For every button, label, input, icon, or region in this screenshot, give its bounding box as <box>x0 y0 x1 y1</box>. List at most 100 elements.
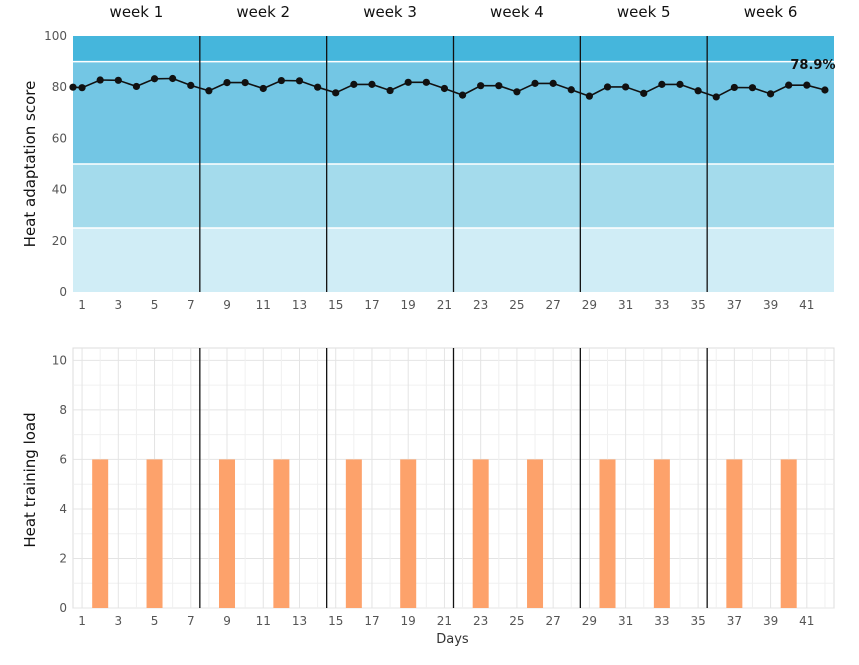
bottom-x-tick-label: 1 <box>78 614 86 628</box>
score-point <box>205 87 213 95</box>
load-bar <box>146 459 163 608</box>
top-x-tick-label: 1 <box>78 298 86 312</box>
top-y-tick-label: 60 <box>52 131 67 145</box>
score-point <box>748 84 757 92</box>
score-point <box>585 92 593 100</box>
load-bar <box>653 459 670 608</box>
week-label: week 5 <box>617 3 671 21</box>
top-x-tick-label: 39 <box>763 298 778 312</box>
top-x-tick-label: 29 <box>582 298 597 312</box>
load-bar <box>472 459 489 608</box>
score-point <box>440 84 449 93</box>
week-label: week 1 <box>110 3 164 21</box>
top-x-tick-label: 21 <box>437 298 452 312</box>
score-point <box>150 75 159 83</box>
bottom-x-tick-label: 31 <box>618 614 633 628</box>
load-bar <box>92 459 109 608</box>
score-point <box>350 80 358 88</box>
bottom-x-tick-label: 37 <box>727 614 742 628</box>
score-point <box>259 84 267 93</box>
score-point <box>368 80 376 88</box>
score-point <box>603 83 612 91</box>
top-x-tick-label: 5 <box>151 298 159 312</box>
score-point <box>458 91 467 99</box>
load-bar <box>599 459 616 608</box>
top-x-tick-label: 37 <box>727 298 742 312</box>
top-y-tick-label: 40 <box>52 183 67 197</box>
bottom-x-tick-label: 5 <box>151 614 159 628</box>
bottom-y-tick-label: 10 <box>52 353 67 367</box>
load-bar <box>726 459 743 608</box>
score-point <box>332 89 340 97</box>
top-y-tick-label: 20 <box>52 234 67 248</box>
top-x-tick-label: 3 <box>114 298 122 312</box>
score-point <box>730 83 738 92</box>
bottom-x-tick-label: 13 <box>292 614 307 628</box>
load-bar <box>527 459 544 608</box>
score-point <box>241 78 249 87</box>
top-x-tick-label: 33 <box>654 298 669 312</box>
score-point <box>694 87 702 95</box>
score-point <box>549 79 557 87</box>
week-label: week 4 <box>490 3 544 21</box>
load-bar <box>273 459 290 608</box>
score-point <box>676 80 684 88</box>
bottom-x-tick-label: 17 <box>364 614 379 628</box>
score-point <box>495 82 503 90</box>
top-x-tick-label: 27 <box>546 298 561 312</box>
score-point <box>132 82 141 91</box>
week-label: week 2 <box>236 3 290 21</box>
score-point <box>114 76 122 84</box>
score-point <box>187 81 195 90</box>
bottom-x-tick-label: 25 <box>509 614 524 628</box>
top-x-tick-label: 9 <box>223 298 231 312</box>
bottom-x-axis-label: Days <box>436 632 469 647</box>
bottom-x-tick-label: 9 <box>223 614 231 628</box>
bottom-x-tick-label: 23 <box>473 614 488 628</box>
bottom-x-tick-label: 7 <box>187 614 195 628</box>
top-y-tick-label: 0 <box>59 285 67 299</box>
bottom-x-tick-label: 19 <box>401 614 416 628</box>
top-y-tick-label: 100 <box>44 29 67 43</box>
top-x-tick-label: 23 <box>473 298 488 312</box>
bottom-y-tick-label: 6 <box>59 452 67 466</box>
current-score-label: 78.9% <box>790 58 835 73</box>
top-x-tick-label: 41 <box>799 298 814 312</box>
top-y-tick-label: 80 <box>52 80 67 94</box>
top-x-tick-label: 17 <box>364 298 379 312</box>
score-point <box>531 79 539 87</box>
score-point <box>277 76 285 85</box>
score-point <box>78 84 86 92</box>
top-x-tick-label: 25 <box>509 298 524 312</box>
load-bar <box>219 459 236 608</box>
bottom-y-axis-label: Heat training load <box>21 412 39 547</box>
bottom-x-tick-label: 41 <box>799 614 814 628</box>
score-point <box>477 82 485 90</box>
score-point <box>766 90 775 98</box>
top-x-tick-label: 7 <box>187 298 195 312</box>
score-point <box>404 78 412 86</box>
bottom-y-tick-label: 4 <box>59 502 67 516</box>
score-point <box>803 81 811 89</box>
top-x-tick-label: 31 <box>618 298 633 312</box>
bottom-x-tick-label: 35 <box>690 614 705 628</box>
load-bar <box>345 459 362 608</box>
top-y-axis-label: Heat adaptation score <box>21 81 39 248</box>
top-x-tick-label: 13 <box>292 298 307 312</box>
week-label: week 3 <box>363 3 417 21</box>
bottom-x-tick-label: 27 <box>546 614 561 628</box>
score-point <box>513 88 521 96</box>
week-label: week 6 <box>744 3 798 21</box>
score-point <box>69 83 77 91</box>
bottom-x-tick-label: 21 <box>437 614 452 628</box>
bottom-x-tick-label: 11 <box>256 614 271 628</box>
top-x-tick-label: 35 <box>690 298 705 312</box>
bottom-y-tick-label: 8 <box>59 403 67 417</box>
bottom-y-tick-label: 0 <box>59 601 67 615</box>
score-point <box>96 76 104 84</box>
top-x-tick-label: 15 <box>328 298 343 312</box>
score-point <box>658 80 666 88</box>
load-bar <box>780 459 797 608</box>
score-point <box>386 86 394 95</box>
